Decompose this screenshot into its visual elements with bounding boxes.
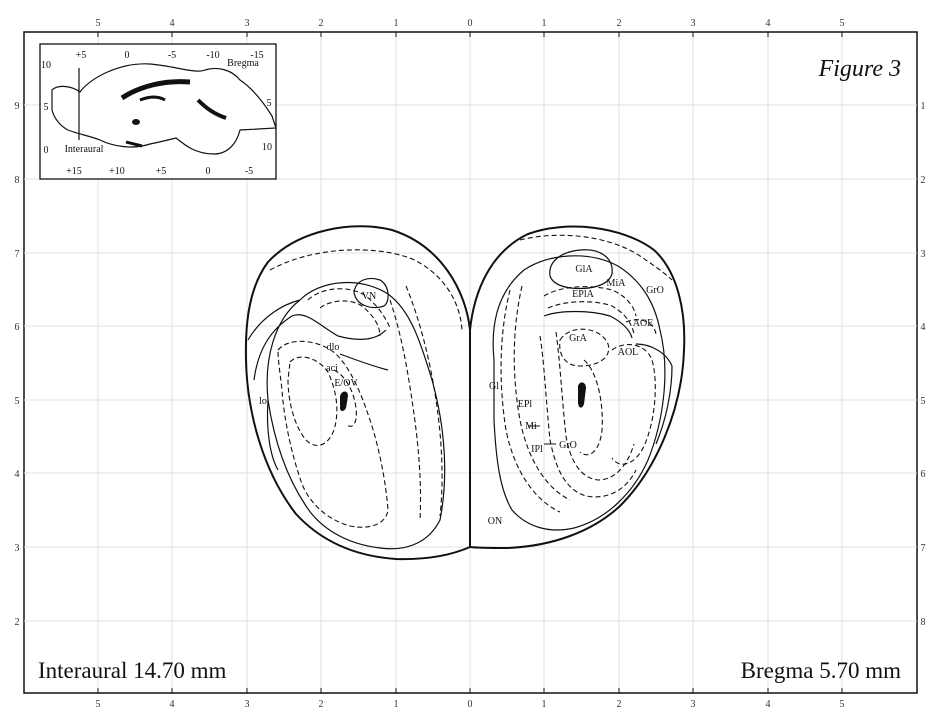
inset-hippocampus (120, 79, 191, 101)
right-tick: 5 (921, 396, 926, 407)
top-tick: 2 (319, 18, 324, 29)
inset-right-tick: 5 (267, 98, 272, 109)
bottom-tick: 1 (394, 699, 399, 710)
left-bulb-glomerular-boundary (266, 281, 446, 550)
right-tick: 3 (921, 249, 926, 260)
bottom-tick: 0 (468, 699, 473, 710)
right-bulb-glomerular-boundary (492, 255, 666, 531)
right-tick: 6 (921, 469, 926, 480)
label-epla: EPlA (572, 289, 594, 300)
left-tick: 4 (15, 469, 20, 480)
interaural-coordinate: Interaural 14.70 mm (38, 658, 227, 683)
left-bulb-outline (244, 225, 471, 561)
right-tick: 1 (921, 101, 926, 112)
inset-interaural-label: Interaural (65, 144, 104, 155)
top-tick: 5 (96, 18, 101, 29)
left-tick: 8 (15, 175, 20, 186)
right-scale: 1 2 3 4 5 6 7 8 (921, 101, 926, 628)
bregma-coordinate: Bregma 5.70 mm (741, 658, 901, 683)
label-ipl: IPl (531, 444, 543, 455)
left-scale: 9 8 7 6 5 4 3 2 (15, 101, 20, 628)
inset-left-tick: 10 (41, 60, 51, 71)
inset-top-tick: -5 (168, 50, 176, 61)
label-aol: AOL (618, 347, 639, 358)
bottom-tick: 2 (617, 699, 622, 710)
structure-labels: VN dlo aci E/OV lo GlA MiA EPlA GrO AOE … (259, 264, 664, 527)
right-bulb-outline (469, 225, 686, 550)
label-mia: MiA (607, 278, 627, 289)
inset-bottom-tick: 0 (206, 166, 211, 177)
label-gl: Gl (489, 381, 499, 392)
label-on: ON (488, 516, 502, 527)
label-vn: VN (362, 291, 376, 302)
left-tick: 6 (15, 322, 20, 333)
inset-bottom-tick: +10 (109, 166, 125, 177)
top-tick: 4 (766, 18, 771, 29)
label-e-ov: E/OV (334, 378, 358, 389)
bottom-tick: 3 (245, 699, 250, 710)
right-tick: 8 (921, 617, 926, 628)
bottom-tick: 1 (542, 699, 547, 710)
label-dlo: dlo (327, 342, 340, 353)
bottom-tick: 5 (840, 699, 845, 710)
inset-brain-outline (51, 63, 277, 155)
left-tick: 3 (15, 543, 20, 554)
left-olfactory-ventricle (340, 391, 348, 411)
label-mi: Mi (525, 421, 537, 432)
bottom-tick: 2 (319, 699, 324, 710)
left-tick: 9 (15, 101, 20, 112)
inset-bottom-tick: +5 (156, 166, 167, 177)
right-glomerular-accessory (549, 249, 613, 290)
right-tick: 2 (921, 175, 926, 186)
label-gro-right: GrO (646, 285, 664, 296)
inset-top-tick: -10 (206, 50, 219, 61)
top-tick: 0 (468, 18, 473, 29)
right-olfactory-ventricle (578, 382, 586, 408)
label-gra: GrA (569, 333, 588, 344)
bottom-tick: 3 (691, 699, 696, 710)
inset-top-tick: 0 (125, 50, 130, 61)
inset-bregma-label: Bregma (227, 58, 259, 69)
top-tick: 5 (840, 18, 845, 29)
frame-ticks (97, 32, 843, 693)
figure-title: Figure 3 (818, 56, 901, 82)
top-tick: 3 (691, 18, 696, 29)
left-tick: 2 (15, 617, 20, 628)
left-ventral-nucleus (353, 277, 389, 309)
inset-top-tick: -15 (250, 50, 263, 61)
label-epl: EPl (518, 399, 533, 410)
inset-bottom-tick: -5 (245, 166, 253, 177)
label-gla: GlA (575, 264, 593, 275)
right-tick: 7 (921, 543, 926, 554)
inset-right-tick: 10 (262, 142, 272, 153)
inset-top-tick: +5 (76, 50, 87, 61)
label-aoe: AOE (633, 318, 654, 329)
top-tick: 1 (542, 18, 547, 29)
coronal-section (244, 225, 686, 561)
inset-left-tick: 5 (44, 102, 49, 113)
left-tick: 7 (15, 249, 20, 260)
top-tick: 1 (394, 18, 399, 29)
label-lo: lo (259, 396, 267, 407)
top-tick: 4 (170, 18, 175, 29)
left-tick: 5 (15, 396, 20, 407)
inset-bottom-tick: +15 (66, 166, 82, 177)
sagittal-inset: +5 0 -5 -10 -15 Bregma 10 5 0 5 10 +15 +… (39, 43, 277, 180)
bottom-tick: 4 (170, 699, 175, 710)
top-tick: 3 (245, 18, 250, 29)
right-tick: 4 (921, 322, 926, 333)
label-aci: aci (326, 363, 338, 374)
label-gro: GrO (559, 440, 577, 451)
bottom-scale: 5 4 3 2 1 0 1 2 3 4 5 (96, 699, 845, 710)
inset-left-tick: 0 (44, 145, 49, 156)
bottom-tick: 5 (96, 699, 101, 710)
top-scale: 5 4 3 2 1 0 1 2 3 4 5 (96, 18, 845, 29)
top-tick: 2 (617, 18, 622, 29)
bottom-tick: 4 (766, 699, 771, 710)
